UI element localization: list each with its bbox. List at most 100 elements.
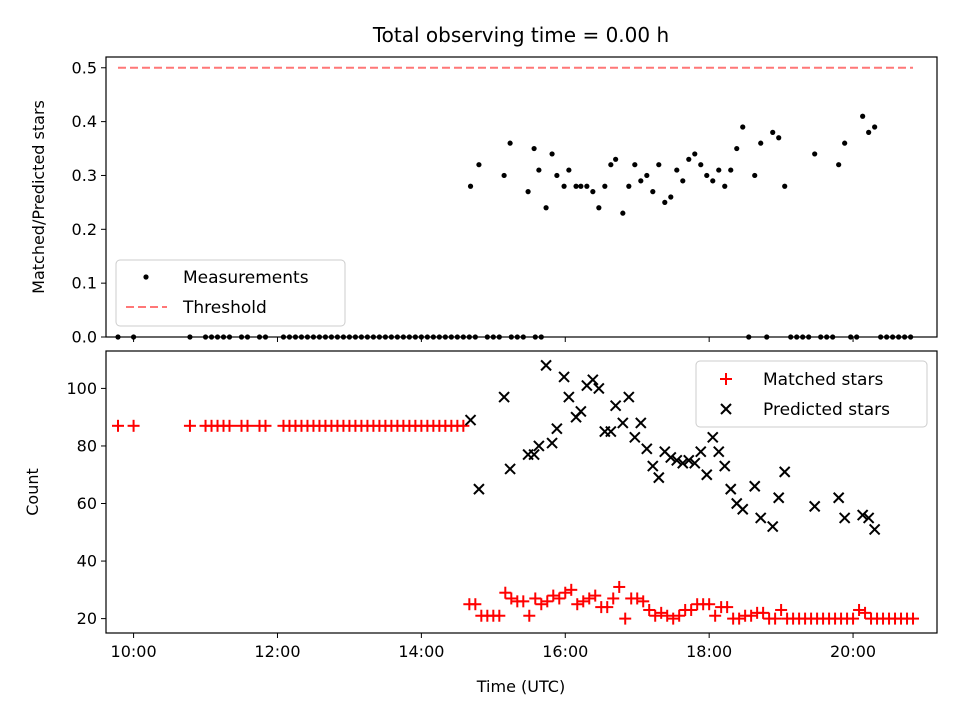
legend-predicted-label: Predicted stars [763,400,890,420]
measurement-point [734,145,740,152]
ratio-legend-box [115,259,346,327]
matched-star-point [661,609,674,622]
predicted-star-point [647,460,659,472]
predicted-star-point [808,500,821,513]
matched-star-point [601,601,614,614]
count-xtick-label: 14:00 [398,642,444,661]
count-panel-legend: Matched stars Predicted stars [695,360,928,428]
matched-star-point [769,612,782,625]
matched-star-point [619,612,632,625]
count-ytick-label: 100 [66,379,97,398]
ratio-panel-title: Total observing time = 0.00 h [372,23,669,47]
predicted-star-point [587,374,599,386]
predicted-star-point [838,512,851,524]
ratio-panel-ylabel: Matched/Predicted stars [29,100,48,294]
measurement-point [476,162,482,168]
matched-star-point [853,603,866,616]
count-ytick-label: 80 [77,436,97,455]
ratio-ytick-label: 0.5 [72,58,97,77]
ratio-ytick-label: 0.4 [72,112,97,131]
predicted-star-point [504,463,516,475]
measurement-point [770,129,776,135]
measurement-point [668,194,674,200]
predicted-star-point [540,359,552,372]
measurement-point [812,151,818,157]
predicted-star-point [779,466,791,478]
matched-star-point [649,609,662,622]
matched-star-point [553,592,566,605]
matched-star-point [183,419,196,432]
measurement-point [573,183,579,189]
predicted-star-point [551,422,563,435]
measurement-point [632,162,638,168]
predicted-star-point [737,503,749,515]
matched-star-point [685,603,698,616]
matched-star-point [847,612,860,625]
measurement-point [638,178,644,184]
predicted-star-point [683,454,695,467]
predicted-star-point [719,460,731,472]
predicted-star-point [713,446,725,458]
predicted-star-point [701,469,713,481]
matched-star-point [745,609,758,622]
predicted-star-point [533,440,545,452]
count-xtick-label: 18:00 [686,642,732,661]
predicted-star-point [563,391,575,403]
measurement-point [704,172,710,179]
count-legend-box [695,360,928,428]
predicted-star-point [862,512,875,524]
predicted-star-point [609,399,622,412]
measurement-point [650,189,656,195]
matched-star-point [241,419,254,432]
measurement-point [776,135,782,141]
measurement-point [782,183,788,189]
matched-star-point [499,586,512,599]
measurement-point [507,140,513,146]
predicted-star-point [671,454,683,467]
measurement-point [680,178,686,184]
predicted-star-point [528,448,540,461]
matched-star-point [859,606,872,619]
measurement-point [596,205,602,211]
matched-star-point [655,606,668,619]
matched-star-point [127,419,140,432]
measurement-point [536,167,542,173]
measurement-point [549,151,555,157]
matched-star-point [517,595,530,608]
count-panel-ylabel: Count [23,468,42,516]
predicted-star-point [641,443,653,455]
measurement-point [842,140,848,146]
ratio-ytick-label: 0.3 [72,166,97,185]
count-xtick-label: 20:00 [830,642,876,661]
matched-star-point [589,589,602,602]
predicted-star-point [464,414,477,426]
count-ytick-label: 40 [77,552,97,571]
measurement-point [674,167,680,173]
measurement-point [531,145,537,152]
matched-star-point [469,598,482,611]
measurement-point [561,183,567,189]
measurement-point [501,172,507,179]
ratio-panel-frame [105,56,938,338]
matched-star-point [733,612,746,625]
measurement-point [590,189,596,195]
legend-measurements-label: Measurements [183,268,309,288]
predicted-star-point [617,417,629,429]
measurement-point [686,156,692,162]
measurement-point [578,183,584,189]
matched-star-point [907,612,920,625]
matched-star-point [607,592,620,605]
predicted-star-point [707,431,719,444]
legend-threshold-label: Threshold [182,298,267,318]
matched-star-point [535,598,548,611]
measurement-point [467,183,474,189]
legend-measurements-marker [143,274,149,280]
predicted-star-point [832,492,845,504]
measurement-point [716,167,722,173]
count-panel-xlabel: Time (UTC) [476,677,565,696]
matched-star-point [577,595,590,608]
predicted-star-point [856,509,869,521]
matched-star-point [775,603,788,616]
